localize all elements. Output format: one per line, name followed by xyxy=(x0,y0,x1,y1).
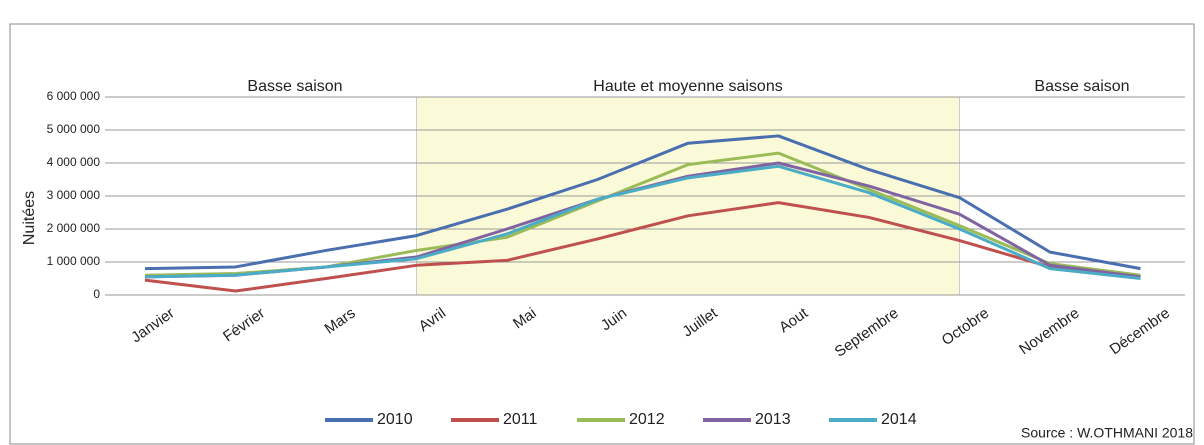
y-axis-label: Nuitées xyxy=(21,191,38,245)
series-line xyxy=(144,164,1141,280)
legend-label: 2013 xyxy=(755,411,791,428)
y-tick-label: 5 000 000 xyxy=(47,122,101,136)
y-tick-label: 1 000 000 xyxy=(47,254,101,268)
season-label: Basse saison xyxy=(1034,78,1129,95)
series-line xyxy=(144,134,1141,271)
y-tick-label: 0 xyxy=(93,287,100,301)
series-line xyxy=(144,201,1141,293)
y-tick-label: 3 000 000 xyxy=(47,188,101,202)
source: Source : W.OTHMANI 2018 xyxy=(1021,425,1193,441)
legend-label: 2011 xyxy=(503,411,538,428)
legend-label: 2014 xyxy=(881,411,917,428)
y-tick-label: 4 000 000 xyxy=(47,155,101,169)
legend-label: 2010 xyxy=(377,411,413,428)
legend-label: 2012 xyxy=(629,411,665,428)
y-tick-label: 6 000 000 xyxy=(47,89,101,103)
season-label: Basse saison xyxy=(247,78,342,95)
season-label: Haute et moyenne saisons xyxy=(593,78,782,95)
y-tick-label: 2 000 000 xyxy=(47,221,101,235)
